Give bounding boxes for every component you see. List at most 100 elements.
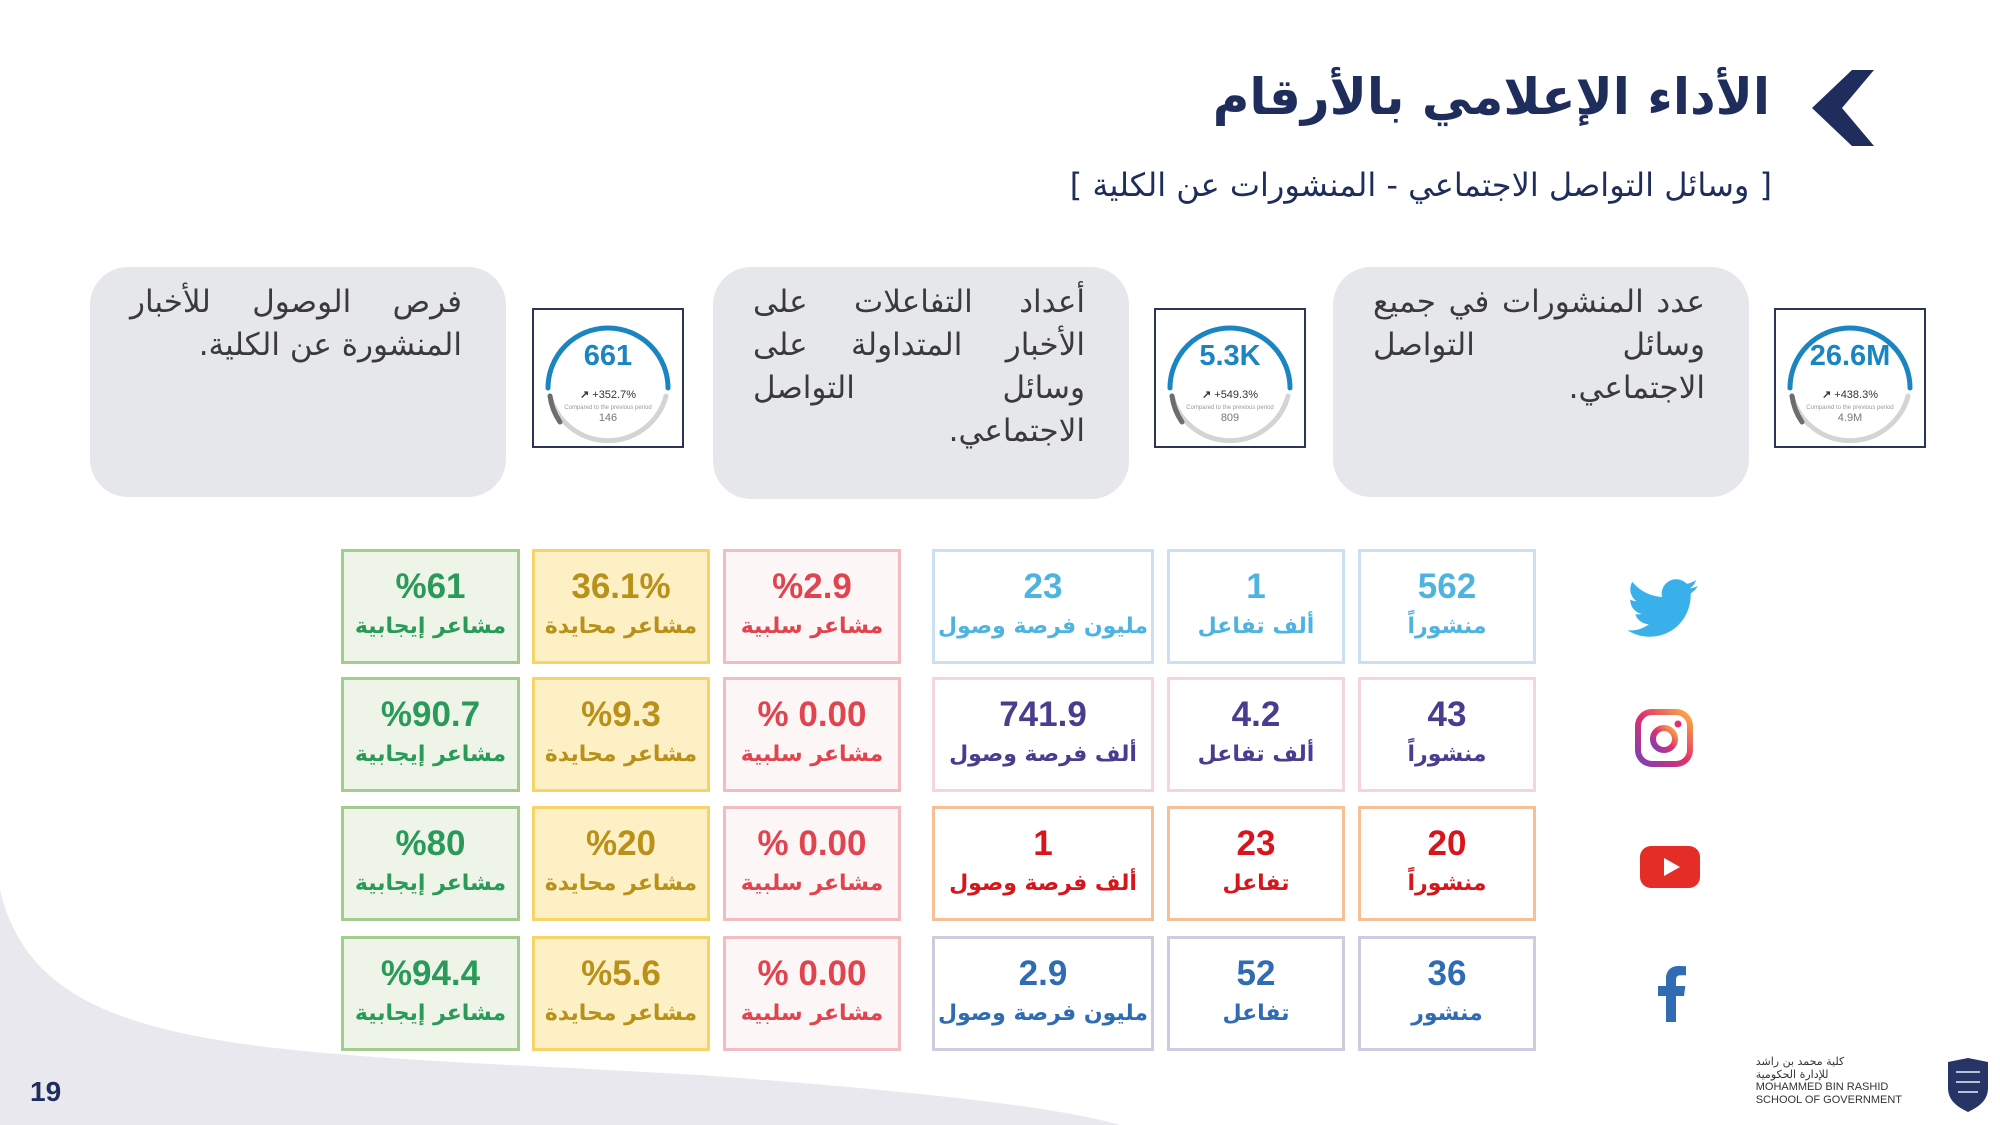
gauge-change: ↗ +549.3% [1156, 388, 1304, 401]
metric-label: مليون فرصة وصول [938, 1001, 1148, 1026]
metric-value: 36 [1427, 954, 1467, 993]
instagram-interactions-cell: 4.2 ألف تفاعل [1167, 677, 1345, 792]
gauge-change: ↗ +438.3% [1776, 388, 1924, 401]
arrow-up-right-icon: ↗ [579, 389, 590, 401]
facebook-positive-cell: %94.4 مشاعر إيجابية [341, 936, 520, 1051]
metric-label: منشور [1411, 1001, 1483, 1026]
metric-value: % 0.00 [757, 824, 867, 863]
metric-label: مشاعر إيجابية [354, 1001, 507, 1026]
metric-value: 741.9 [999, 695, 1087, 734]
gauge-compare-label: Compared to the previous period [1806, 405, 1894, 411]
metric-label: مشاعر سلبية [740, 614, 884, 639]
metric-value: 20 [1427, 824, 1467, 863]
metric-label: منشوراً [1407, 742, 1487, 767]
logo-english-line-1: MOHAMMED BIN RASHID [1755, 1081, 1889, 1093]
metric-label: مشاعر سلبية [740, 1001, 884, 1026]
instagram-positive-cell: %90.7 مشاعر إيجابية [341, 677, 520, 792]
twitter-neutral-cell: 36.1% مشاعر محايدة [532, 549, 710, 664]
metric-value: 23 [1023, 567, 1063, 606]
metric-value: 2.9 [1018, 954, 1068, 993]
metric-label: مليون فرصة وصول [938, 614, 1148, 639]
metric-label: ألف تفاعل [1197, 742, 1315, 767]
gauge-ring-icon [1167, 325, 1293, 444]
metric-label: مشاعر محايدة [544, 1001, 698, 1026]
gauge-value: 661 [583, 340, 633, 372]
metric-value: 562 [1417, 567, 1477, 606]
gauge-ring-icon [1787, 325, 1913, 444]
kpi-description: أعداد التفاعلات على الأخبار المتداولة عل… [753, 284, 1085, 449]
kpi-gauge-posts: 26.6M ↗ +438.3% Compared to the previous p… [1774, 308, 1926, 448]
kpi-card-posts: عدد المنشورات في جميع وسائل التواصل الاج… [1333, 267, 1749, 497]
gauge-change-value: +438.3% [1834, 389, 1878, 401]
page-subtitle: [ وسائل التواصل الاجتماعي - المنشورات عن… [1069, 166, 1772, 204]
metric-value: 1 [1246, 567, 1266, 606]
metric-value: 4.2 [1231, 695, 1281, 734]
instagram-neutral-cell: %9.3 مشاعر محايدة [532, 677, 710, 792]
kpi-description: عدد المنشورات في جميع وسائل التواصل الاج… [1373, 284, 1705, 406]
facebook-icon [1658, 966, 1686, 1022]
metric-label: مشاعر إيجابية [354, 871, 507, 896]
metric-value: %90.7 [380, 695, 481, 734]
metric-value: %61 [395, 567, 466, 606]
arrow-up-right-icon: ↗ [1201, 389, 1212, 401]
logo-english-line-2: SCHOOL OF GOVERNMENT [1755, 1094, 1902, 1106]
metric-value: %5.6 [581, 954, 661, 993]
page-title: الأداء الإعلامي بالأرقام [1212, 68, 1770, 126]
metric-value: 43 [1427, 695, 1467, 734]
gauge-ring-icon [545, 325, 671, 444]
twitter-negative-cell: %2.9 مشاعر سلبية [723, 549, 901, 664]
gauge-change: ↗ +352.7% [534, 388, 682, 401]
metric-label: ألف تفاعل [1197, 614, 1315, 639]
facebook-negative-cell: % 0.00 مشاعر سلبية [723, 936, 901, 1051]
gauge-change-value: +352.7% [592, 389, 636, 401]
metric-value: %20 [585, 824, 657, 863]
facebook-posts-cell: 36 منشور [1358, 936, 1536, 1051]
gauge-value: 5.3K [1199, 340, 1261, 372]
kpi-description: فرص الوصول للأخبار المنشورة عن الكلية. [130, 284, 462, 363]
metric-label: مشاعر محايدة [544, 614, 698, 639]
metric-label: ألف فرصة وصول [949, 742, 1137, 767]
metric-label: مشاعر سلبية [740, 742, 884, 767]
instagram-negative-cell: % 0.00 مشاعر سلبية [723, 677, 901, 792]
school-logo-text: كلية محمد بن راشد للإدارة الحكومية MOHAM… [1756, 1055, 1902, 1107]
youtube-interactions-cell: 23 تفاعل [1167, 806, 1345, 921]
kpi-card-reach: فرص الوصول للأخبار المنشورة عن الكلية. [90, 267, 506, 497]
metric-label: مشاعر محايدة [544, 742, 698, 767]
youtube-reach-cell: 1 ألف فرصة وصول [932, 806, 1154, 921]
twitter-reach-cell: 23 مليون فرصة وصول [932, 549, 1154, 664]
youtube-neutral-cell: %20 مشاعر محايدة [532, 806, 710, 921]
youtube-positive-cell: %80 مشاعر إيجابية [341, 806, 520, 921]
youtube-icon [1640, 846, 1700, 888]
kpi-card-interactions: أعداد التفاعلات على الأخبار المتداولة عل… [713, 267, 1129, 499]
chevron-left-icon [1812, 70, 1874, 146]
metric-value: %9.3 [581, 695, 661, 734]
metric-label: مشاعر محايدة [544, 871, 698, 896]
twitter-posts-cell: 562 منشوراً [1358, 549, 1536, 664]
metric-label: تفاعل [1222, 1001, 1290, 1026]
metric-value: % 0.00 [757, 954, 867, 993]
gauge-previous-value: 809 [1220, 412, 1240, 424]
metric-label: ألف فرصة وصول [949, 871, 1137, 896]
metric-value: 52 [1236, 954, 1276, 993]
gauge-previous-value: 146 [598, 412, 618, 424]
metric-label: تفاعل [1222, 871, 1290, 896]
youtube-posts-cell: 20 منشوراً [1358, 806, 1536, 921]
facebook-neutral-cell: %5.6 مشاعر محايدة [532, 936, 710, 1051]
instagram-posts-cell: 43 منشوراً [1358, 677, 1536, 792]
gauge-change-value: +549.3% [1214, 389, 1258, 401]
metric-value: 23 [1236, 824, 1276, 863]
twitter-interactions-cell: 1 ألف تفاعل [1167, 549, 1345, 664]
metric-label: مشاعر إيجابية [354, 742, 507, 767]
school-shield-logo-icon [1948, 1058, 1988, 1112]
arrow-up-right-icon: ↗ [1821, 389, 1832, 401]
gauge-value: 26.6M [1809, 340, 1891, 372]
twitter-positive-cell: %61 مشاعر إيجابية [341, 549, 520, 664]
metric-value: %2.9 [772, 567, 852, 606]
metric-label: مشاعر سلبية [740, 871, 884, 896]
metric-label: منشوراً [1407, 614, 1487, 639]
gauge-compare-label: Compared to the previous period [1186, 405, 1274, 411]
metric-value: 1 [1033, 824, 1053, 863]
logo-arabic-line-1: كلية محمد بن راشد [1755, 1055, 1845, 1068]
metric-value: %80 [395, 824, 466, 863]
